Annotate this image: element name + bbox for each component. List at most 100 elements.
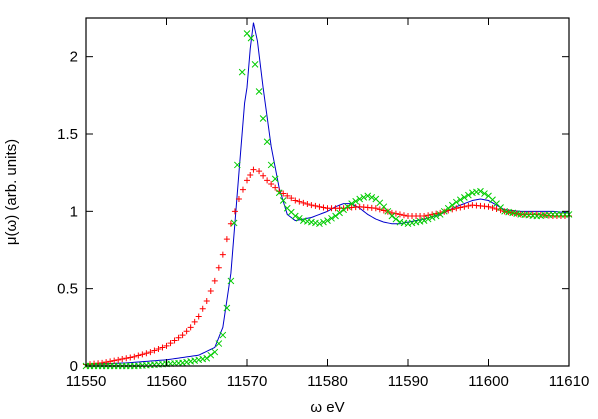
y-tick-label: 1.5 [57,126,78,143]
data-point [227,277,235,285]
data-point [452,198,460,206]
data-point [247,34,255,42]
data-point [304,200,311,207]
data-point [400,212,407,219]
data-point [203,298,210,305]
data-point [280,190,287,197]
data-point [404,220,412,228]
data-point [115,356,122,363]
data-point [267,161,275,169]
data-point [299,217,307,224]
data-point [460,194,468,201]
axis-ticks: 11550 11560 11570 11580 11590 11600 11610 0 0.5 1… [57,18,589,390]
data-point [340,206,347,214]
data-point [167,340,174,347]
data-point [191,357,199,364]
data-point [424,215,432,223]
data-point [163,342,170,349]
data-point [300,199,307,206]
y-tick-label: 2 [70,49,78,66]
data-point [421,212,428,219]
data-point [477,187,484,195]
data-point [211,348,219,356]
data-point [296,198,303,205]
data-point [215,340,223,347]
data-point [272,184,279,191]
data-point [509,209,517,217]
data-point [469,189,476,197]
data-point [364,192,372,200]
data-point [179,359,186,367]
data-point [456,196,464,204]
data-point [195,356,203,364]
data-point [388,212,396,220]
data-point [320,218,327,226]
data-point [223,304,231,312]
data-point [428,214,436,221]
data-point [501,207,508,215]
data-point [260,172,267,179]
data-point [255,88,263,95]
x-tick-label: 11580 [307,373,348,390]
data-point [481,190,488,197]
data-point [135,352,142,359]
data-point [127,354,134,361]
data-point [268,181,275,188]
data-point [312,219,319,227]
data-point [513,210,521,218]
data-point [352,197,360,205]
data-point [107,358,114,365]
data-point [473,188,480,196]
data-point [380,207,387,214]
data-point [250,166,257,173]
data-point [376,206,383,213]
data-point [195,313,202,320]
data-point [348,200,356,207]
data-point [412,218,420,226]
data-point [489,204,496,211]
x-tick-label: 11570 [227,373,268,390]
data-point [275,189,283,197]
data-point [457,204,464,211]
data-point [440,207,448,215]
series-line [85,22,570,365]
data-point [316,220,323,228]
data-point [396,218,404,226]
data-point [211,277,218,284]
data-point [175,334,182,341]
data-point [408,219,416,227]
data-point [171,337,178,344]
data-point [320,204,327,211]
data-point [308,202,315,209]
y-tick-label: 0 [70,358,78,375]
data-point [233,161,241,169]
data-point [183,328,190,335]
data-point [263,138,271,146]
y-tick-label: 0.5 [57,281,78,298]
x-tick-label: 11610 [549,373,590,390]
data-point [420,217,428,224]
data-point [223,236,230,243]
data-point [372,205,379,212]
data-point [155,345,162,352]
data-point [256,168,263,175]
data-point [271,175,279,183]
data-point [215,264,222,271]
data-point [207,287,214,294]
data-point [304,218,311,225]
data-point [436,211,444,218]
data-point [203,354,211,362]
data-point [191,318,198,325]
data-point [139,351,146,358]
data-point [187,324,194,331]
data-point [131,353,138,360]
data-point [336,209,343,217]
data-point [324,217,331,224]
plot-curves [82,22,573,370]
data-point [400,219,408,227]
series-plus [83,166,572,368]
data-point [264,177,271,184]
data-point [199,355,207,363]
data-point [147,349,154,356]
data-point [465,191,472,199]
